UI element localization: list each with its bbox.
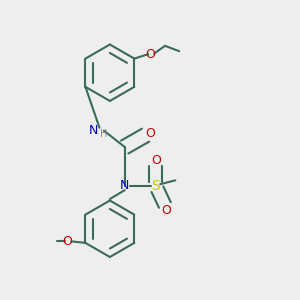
Text: N: N	[89, 124, 98, 137]
Text: O: O	[63, 235, 73, 248]
Text: H: H	[100, 129, 108, 139]
Text: O: O	[146, 48, 156, 61]
Text: O: O	[152, 154, 161, 167]
Text: O: O	[145, 127, 155, 140]
Text: N: N	[120, 179, 129, 192]
Text: S: S	[152, 179, 160, 193]
Text: O: O	[161, 204, 171, 217]
